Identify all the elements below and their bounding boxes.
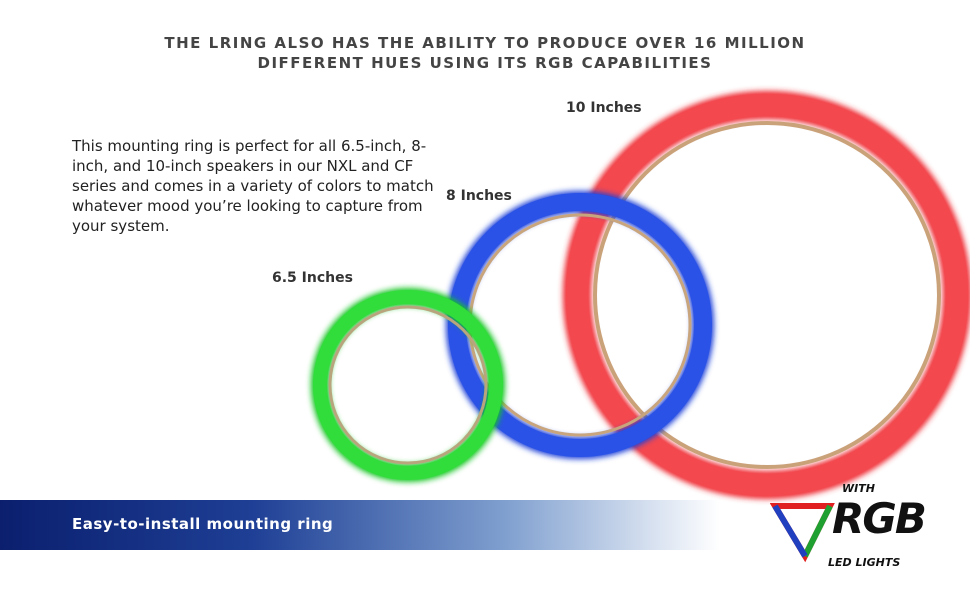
- rgb-logo: WITH RGB LED LIGHTS: [770, 478, 927, 578]
- title-line: DIFFERENT HUES USING ITS RGB CAPABILITIE…: [257, 54, 713, 72]
- logo-led: LED LIGHTS: [828, 556, 901, 569]
- description: This mounting ring is perfect for all 6.…: [72, 137, 434, 235]
- logo-with: WITH: [842, 482, 875, 495]
- ring-6-5-inner: [328, 305, 488, 465]
- banner: Easy-to-install mounting ring: [0, 500, 720, 550]
- ring-10: [566, 94, 968, 496]
- ring-10-inner: [593, 121, 941, 469]
- title-line: THE LRING ALSO HAS THE ABILITY TO PRODUC…: [164, 34, 806, 52]
- logo-triangle: [770, 503, 835, 563]
- triangle-side: [802, 504, 833, 558]
- banner-text: Easy-to-install mounting ring: [72, 515, 334, 533]
- ring-6-5: [313, 290, 503, 480]
- triangle-side: [772, 504, 808, 558]
- title: THE LRING ALSO HAS THE ABILITY TO PRODUC…: [0, 33, 970, 73]
- ring-label: 8 Inches: [446, 188, 512, 204]
- ring-label: 10 Inches: [566, 100, 642, 116]
- logo-rgb: RGB: [832, 494, 927, 543]
- ring-label: 6.5 Inches: [272, 270, 353, 286]
